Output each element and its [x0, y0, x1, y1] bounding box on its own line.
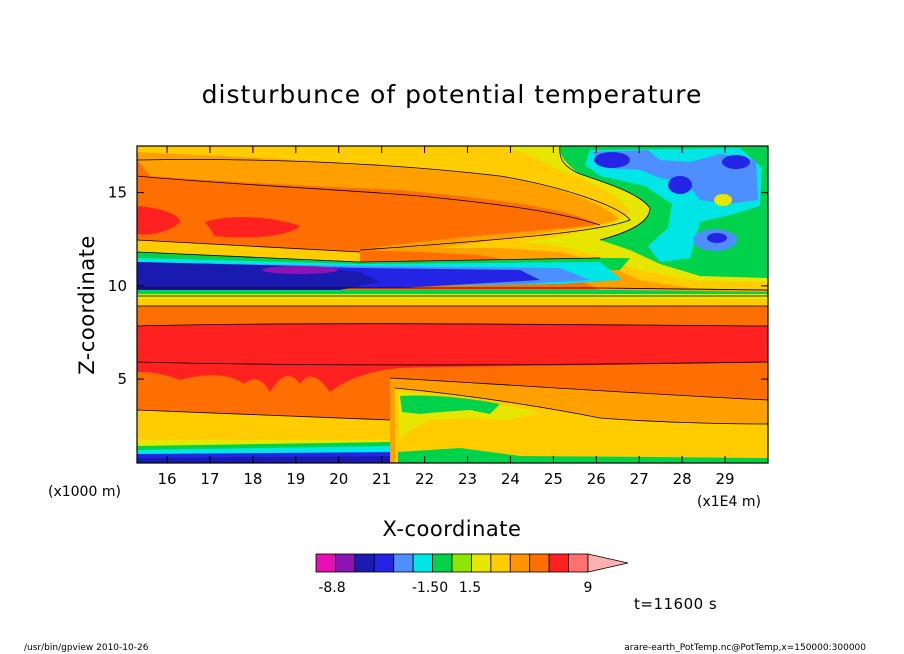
y-tick-label: 15: [108, 184, 127, 202]
contour-lines: [137, 146, 768, 425]
colorbar: -8.8 -1.50 1.5 9: [315, 553, 629, 596]
field-mid-orange: [137, 306, 768, 326]
y-tick-label: 5: [117, 370, 127, 388]
colorbar-swatch: [529, 553, 550, 573]
colorbar-swatch: [471, 553, 492, 573]
chart-title: disturbunce of potential temperature: [202, 80, 703, 109]
colorbar-tick-label: -8.8: [318, 580, 345, 596]
x-tick-label: 19: [286, 470, 305, 488]
x-tick-label: 22: [415, 470, 434, 488]
colorbar-tick-label: 9: [584, 580, 593, 596]
field-band-lightorange-lower: [137, 299, 768, 307]
y-tick-label: 10: [108, 277, 127, 295]
x-unit-label: (x1E4 m): [697, 494, 761, 510]
colorbar-tick-label: -1.50: [412, 580, 448, 596]
field-red-upper-mid: [205, 217, 300, 238]
colorbar-swatch: [335, 553, 356, 573]
colorbar-swatch: [354, 553, 375, 573]
x-tick-label: 29: [716, 470, 735, 488]
colorbar-swatch: [509, 553, 531, 573]
x-tick-label: 27: [630, 470, 649, 488]
y-axis-label: Z-coordinate: [75, 235, 99, 375]
x-axis-ticks: 16 17 18 19 20 21 22 23 24 25 26 27 28 29: [158, 146, 735, 488]
field-low-green: [400, 395, 500, 414]
colorbar-swatch: [451, 553, 472, 573]
plot-frame: [136, 145, 769, 464]
field-mid-red: [137, 323, 768, 392]
field-top-blue5: [722, 155, 750, 169]
field-top-blue3: [594, 152, 630, 168]
plot-area: [137, 146, 768, 463]
time-label: t=11600 s: [634, 595, 717, 613]
colorbar-swatch: [373, 553, 395, 573]
field-top-blue6: [707, 233, 727, 243]
colorbar-swatch: [393, 553, 414, 573]
field-low-navy-left: [137, 456, 390, 463]
colorbar-swatch: [412, 553, 433, 573]
colorbar-swatch: [432, 553, 453, 573]
colorbar-extend-tip: [587, 553, 629, 573]
colorbar-swatch: [315, 553, 336, 573]
field-band-yellow-upper: [137, 240, 360, 262]
x-tick-label: 23: [458, 470, 477, 488]
x-tick-label: 25: [544, 470, 563, 488]
footer-left: /usr/bin/gpview 2010-10-26: [24, 643, 149, 653]
x-tick-label: 26: [587, 470, 606, 488]
footer-right: arare-earth_PotTemp.nc@PotTemp,x=150000:…: [624, 643, 866, 653]
field-red-upper-left: [137, 206, 180, 235]
colorbar-tick-label: 1.5: [459, 580, 481, 596]
x-tick-label: 28: [673, 470, 692, 488]
x-tick-label: 21: [372, 470, 391, 488]
field-low-green-right: [398, 448, 768, 463]
field-band-purple: [262, 266, 338, 274]
colorbar-swatch: [490, 553, 511, 573]
colorbar-swatch: [568, 553, 589, 573]
x-tick-label: 17: [200, 470, 219, 488]
field-top-yellow-spot: [714, 194, 732, 206]
x-tick-label: 16: [158, 470, 177, 488]
y-unit-label: (x1000 m): [48, 484, 121, 500]
x-tick-label: 24: [501, 470, 520, 488]
field-top-blue4: [668, 176, 692, 194]
x-axis-label: X-coordinate: [383, 517, 522, 541]
colorbar-swatch: [548, 553, 569, 573]
x-tick-label: 18: [243, 470, 262, 488]
field-band-yellow-lower: [137, 294, 768, 300]
y-axis-ticks: 5 10 15: [108, 184, 768, 388]
x-tick-label: 20: [329, 470, 348, 488]
